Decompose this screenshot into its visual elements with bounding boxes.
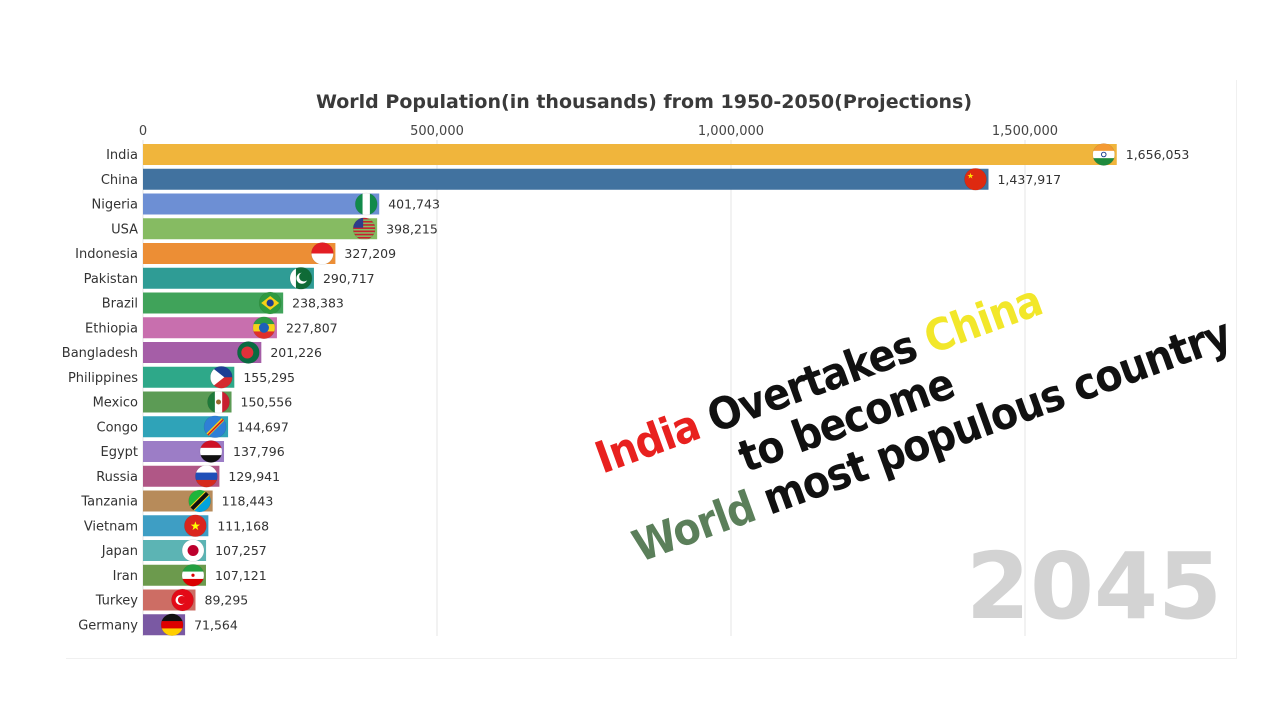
x-tick-label: 1,000,000 — [698, 124, 764, 139]
bar — [143, 144, 1117, 165]
mexico-flag-icon — [207, 390, 230, 414]
indonesia-flag-icon — [311, 242, 334, 265]
category-label: Ethiopia — [85, 321, 138, 336]
russia-flag-icon — [195, 464, 218, 488]
bars: India 1,656,053 China ★ 1,437,917 Nigeria 401,… — [62, 143, 1190, 637]
egypt-flag-icon — [199, 440, 223, 463]
bar — [143, 292, 284, 314]
tanzania-flag-icon — [188, 489, 211, 513]
category-label: Indonesia — [75, 247, 138, 262]
chart-title: World Population(in thousands) from 1950… — [316, 91, 972, 113]
svg-text:★: ★ — [190, 519, 201, 533]
value-label: 107,257 — [215, 543, 267, 558]
bangladesh-flag-icon — [237, 341, 260, 364]
china-flag-icon: ★ — [964, 167, 987, 191]
category-label: India — [106, 148, 138, 163]
bar — [143, 267, 314, 289]
turkey-flag-icon — [171, 588, 194, 612]
india-flag-icon — [1092, 143, 1116, 166]
value-label: 129,941 — [228, 469, 280, 484]
philippines-flag-icon — [210, 365, 233, 389]
category-label: Germany — [78, 618, 138, 633]
bar — [143, 193, 380, 215]
value-label: 144,697 — [237, 419, 289, 434]
category-label: Vietnam — [84, 519, 138, 534]
value-label: 1,437,917 — [997, 172, 1061, 187]
bar — [143, 342, 262, 363]
bar — [143, 317, 277, 339]
category-label: Philippines — [68, 371, 138, 386]
value-label: 111,168 — [217, 518, 269, 533]
value-label: 137,796 — [233, 444, 285, 459]
value-label: 238,383 — [292, 296, 344, 311]
japan-flag-icon — [181, 539, 205, 562]
vietnam-flag-icon: ★ — [184, 514, 207, 538]
category-label: Bangladesh — [62, 346, 138, 361]
value-label: 1,656,053 — [1126, 147, 1190, 162]
ethiopia-flag-icon — [252, 316, 276, 340]
category-label: Japan — [101, 544, 138, 559]
nigeria-flag-icon — [354, 192, 378, 216]
x-tick-label: 1,500,000 — [992, 124, 1058, 139]
value-label: 201,226 — [270, 345, 322, 360]
value-label: 118,443 — [222, 494, 274, 509]
congo-flag-icon — [203, 415, 227, 439]
bar — [143, 168, 989, 190]
pakistan-flag-icon — [289, 266, 313, 290]
value-label: 290,717 — [323, 271, 375, 286]
brazil-flag-icon — [258, 291, 282, 315]
category-label: Tanzania — [80, 495, 138, 510]
value-label: 227,807 — [286, 320, 338, 335]
category-label: Nigeria — [91, 198, 138, 213]
value-label: 401,743 — [388, 197, 440, 212]
usa-flag-icon — [352, 217, 376, 241]
value-label: 150,556 — [241, 395, 293, 410]
category-label: Egypt — [100, 445, 138, 460]
value-label: 155,295 — [243, 370, 295, 385]
category-label: Russia — [96, 470, 138, 485]
bar — [143, 218, 378, 240]
category-label: Pakistan — [84, 272, 138, 287]
bar — [143, 243, 336, 264]
value-label: 398,215 — [386, 221, 438, 236]
category-label: Iran — [113, 569, 138, 584]
category-label: Mexico — [93, 396, 138, 411]
x-axis-ticks: 0 500,000 1,000,000 1,500,000 — [139, 124, 1058, 139]
germany-flag-icon — [160, 613, 184, 637]
category-label: USA — [111, 222, 138, 237]
value-label: 89,295 — [205, 593, 249, 608]
category-label: Turkey — [95, 594, 139, 609]
svg-text:★: ★ — [967, 171, 974, 180]
year-label: 2045 — [966, 533, 1222, 640]
value-label: 71,564 — [194, 617, 238, 632]
value-label: 327,209 — [344, 246, 396, 261]
x-tick-label: 500,000 — [410, 124, 464, 139]
x-tick-label: 0 — [139, 124, 147, 139]
category-label: Brazil — [102, 297, 138, 312]
value-label: 107,121 — [215, 568, 267, 583]
category-label: Congo — [97, 420, 139, 435]
category-label: China — [101, 173, 138, 188]
iran-flag-icon — [181, 563, 205, 587]
bar — [143, 366, 235, 388]
